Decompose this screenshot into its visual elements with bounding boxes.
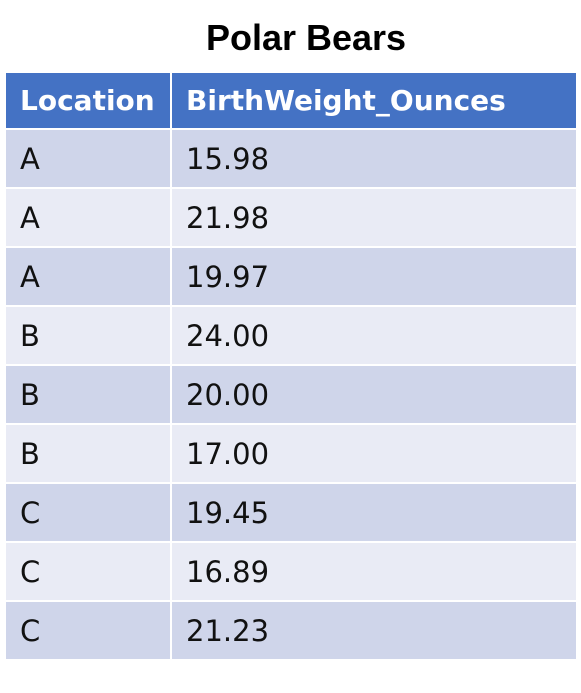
location-cell: A: [4, 128, 172, 189]
birthweight-cell: 20.00: [170, 364, 578, 425]
table-row: C 21.23: [4, 600, 578, 661]
location-cell: A: [4, 187, 172, 248]
birthweight-cell: 21.98: [170, 187, 578, 248]
birthweight-cell: 16.89: [170, 541, 578, 602]
table-row: C 19.45: [4, 482, 578, 543]
birthweight-cell: 15.98: [170, 128, 578, 189]
table-row: A 15.98: [4, 128, 578, 189]
column-header-birthweight: BirthWeight_Ounces: [170, 71, 578, 130]
birthweight-cell: 21.23: [170, 600, 578, 661]
birthweight-cell: 19.97: [170, 246, 578, 307]
location-cell: A: [4, 246, 172, 307]
data-table: Location BirthWeight_Ounces A 15.98 A 21…: [4, 71, 578, 661]
location-cell: C: [4, 541, 172, 602]
table-row: B 17.00: [4, 423, 578, 484]
table-title: Polar Bears: [205, 17, 407, 58]
location-cell: B: [4, 305, 172, 366]
birthweight-cell: 17.00: [170, 423, 578, 484]
table-row: C 16.89: [4, 541, 578, 602]
table-row: B 24.00: [4, 305, 578, 366]
birthweight-cell: 24.00: [170, 305, 578, 366]
location-cell: B: [4, 423, 172, 484]
table-row: A 21.98: [4, 187, 578, 248]
birthweight-cell: 19.45: [170, 482, 578, 543]
location-cell: C: [4, 482, 172, 543]
column-header-location: Location: [4, 71, 172, 130]
header-row: Location BirthWeight_Ounces: [4, 71, 578, 130]
table-row: A 19.97: [4, 246, 578, 307]
table-row: B 20.00: [4, 364, 578, 425]
location-cell: B: [4, 364, 172, 425]
location-cell: C: [4, 600, 172, 661]
